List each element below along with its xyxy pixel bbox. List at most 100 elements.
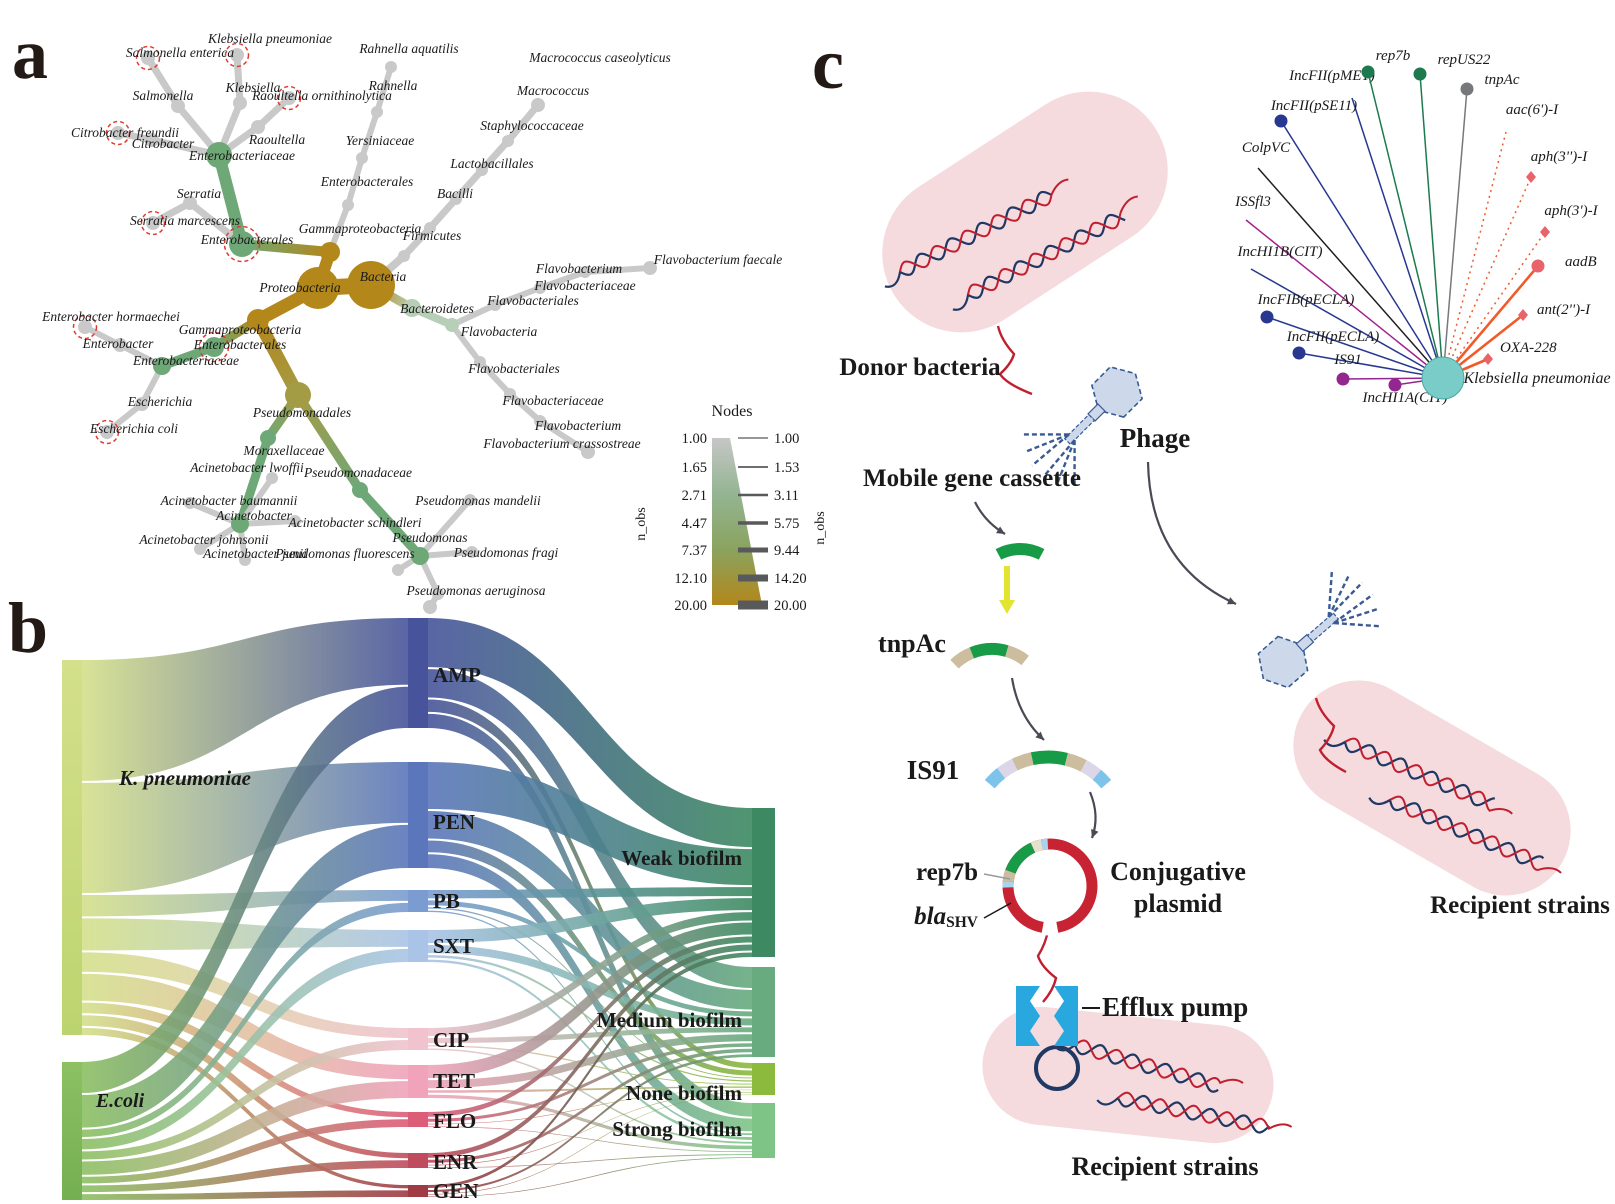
taxon-label: Gammaproteobacteria [179,322,302,337]
sankey-flow [428,898,752,943]
radial-gene-label: IncFII(pECLA) [1286,329,1379,345]
sankey-node [408,1065,428,1098]
sankey-antibiotic-label: ENR [433,1150,478,1174]
taxon-node [502,135,514,147]
legend-left-value: 7.37 [682,543,707,559]
sankey-node [408,1112,428,1127]
sankey-flow [428,944,752,1158]
radial-gene-label: tnpAc [1485,72,1520,88]
taxon-label: Pseudomonas aeruginosa [405,583,545,598]
sankey-node [752,1063,775,1095]
plasmid-gap [1041,919,1059,936]
radial-spoke [1280,120,1444,379]
taxon-node [231,515,249,533]
sankey-antibiotic-label: GEN [433,1179,479,1203]
phage-leg [1031,433,1070,467]
taxon-label: Enterobacter hormaechei [41,309,180,324]
taxon-node [297,267,339,309]
phage-leg [1333,593,1374,624]
radial-gene-label: IncFII(pMET) [1288,68,1375,84]
highlight-dashed-circle [135,45,161,71]
rep7b-connector [983,873,1011,880]
taxon-node [251,120,265,134]
taxon-node [411,547,429,565]
taxon-node [78,320,92,334]
radial-marker-dot [1274,114,1288,128]
taxon-node [153,357,171,375]
radial-marker-diamond [1540,226,1550,238]
sankey-node [752,967,775,1057]
label-donor: Donor bacteria [839,354,1001,381]
taxon-node [247,309,269,331]
taxon-edge [374,64,394,115]
dna-helix [952,195,1138,311]
taxon-edge [254,94,293,131]
radial-gene-label: aadB [1565,254,1597,270]
taxon-node [476,164,488,176]
taxon-node [579,266,591,278]
gene-arc-is91 [1030,750,1068,766]
legend-axis-right: n_obs [813,511,828,544]
sankey-flow [82,1081,408,1175]
radial-marker-diamond [1483,353,1493,365]
taxon-label: Acinetobacter junii [202,546,307,561]
radial-spoke [1245,219,1444,379]
taxon-node [204,337,224,357]
dna-helix [1096,1091,1293,1134]
taxon-node [194,543,206,555]
taxon-node [230,48,244,62]
taxon-label: Enterobacteriaceae [132,353,239,368]
radial-gene-label: IncFII(pSE11) [1270,98,1357,114]
sankey-biofilm-label: None biofilm [626,1081,743,1105]
taxon-label: Bacilli [437,186,473,201]
taxon-node [146,216,160,230]
taxon-label: Raoultella [248,132,305,147]
taxon-label: Salmonella enterica [126,45,235,60]
radial-gene-label: aph(3'')-I [1531,149,1588,165]
taxon-label: Klebsiella [225,80,281,95]
radial-marker-dot [1260,310,1274,324]
sankey-biofilm-label: Strong biofilm [612,1117,742,1141]
taxon-label: Flavobacteria [460,324,538,339]
phage-leg [1327,575,1350,618]
taxon-edge [233,51,244,107]
taxon-node [282,91,296,105]
taxon-label: Serratia marcescens [130,213,240,228]
highlight-dashed-circle [198,331,230,363]
sankey-node [408,890,428,912]
legend-right-value: 9.44 [774,543,800,559]
radial-spoke [1419,73,1444,379]
sankey-node [408,1153,428,1168]
sankey-source-label: E.coli [95,1090,145,1112]
sankey-flow [428,912,752,1036]
taxon-node [581,445,595,459]
taxon-node [206,142,232,168]
legend-gradient-wedge [712,438,762,605]
sankey-node [62,660,82,1035]
sankey-flow [428,952,752,1188]
sankey-antibiotic-label: PB [433,889,460,913]
taxon-node [474,356,486,368]
panel-b-letter: b [8,588,49,668]
phage-leg [1042,439,1076,478]
bacteria-cell [1293,680,1571,896]
dna-strand-red [1344,737,1513,815]
taxon-label: Serratia [177,186,222,201]
taxon-edge [452,166,486,203]
radial-marker-dot [1292,346,1306,360]
taxon-label: Enterobacterales [193,337,286,352]
sankey-node [408,618,428,728]
radial-gene-label: ISSfl3 [1234,194,1271,210]
sankey-flow [428,1048,752,1163]
sankey-flow [428,910,752,1136]
sankey-flow [428,1154,752,1168]
taxon-node [352,482,368,498]
recipient-plasmid-ring [1034,1045,1080,1091]
highlight-dashed-circle [94,419,120,445]
radial-marker-dot [1460,82,1474,96]
phage-collar [1087,403,1106,422]
sankey-flow [428,1126,752,1153]
taxon-edge [213,149,248,250]
dna-strand-navy [884,190,1052,288]
